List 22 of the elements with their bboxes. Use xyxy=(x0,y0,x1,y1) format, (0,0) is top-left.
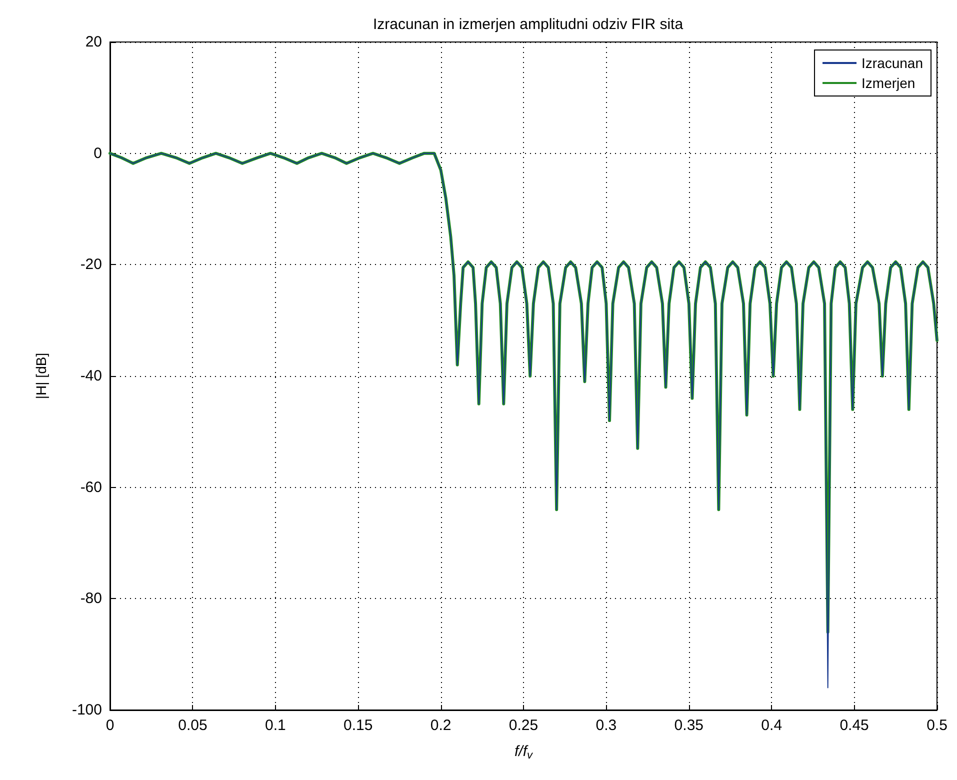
x-tick-label: 0.15 xyxy=(344,717,373,734)
y-tick-label: -100 xyxy=(72,702,102,718)
x-tick-label: 0.35 xyxy=(674,717,704,734)
x-tick-label: 0.1 xyxy=(264,717,286,734)
y-tick-label: 0 xyxy=(94,144,102,162)
legend-label: Izmerjen xyxy=(862,75,916,91)
x-tick-label: 0.3 xyxy=(596,717,617,734)
x-tick-label: 0.2 xyxy=(430,717,452,734)
y-tick-label: -20 xyxy=(80,256,102,274)
y-tick-label: -80 xyxy=(80,590,102,608)
x-tick-label: 0.45 xyxy=(840,717,869,734)
x-tick-label: 0.5 xyxy=(926,717,948,734)
x-tick-label: 0 xyxy=(106,717,114,734)
y-tick-label: 20 xyxy=(85,34,102,50)
y-tick-label: -40 xyxy=(80,368,102,384)
y-axis-title: |H| [dB] xyxy=(33,352,49,400)
x-tick-label: 0.05 xyxy=(178,717,208,734)
y-tick-label: -60 xyxy=(80,478,102,496)
chart-title: Izracunan in izmerjen amplitudni odziv FIR sita xyxy=(372,16,684,33)
x-tick-label: 0.25 xyxy=(508,717,538,734)
x-tick-label: 0.4 xyxy=(761,717,782,734)
legend-label: Izracunan xyxy=(862,55,923,71)
